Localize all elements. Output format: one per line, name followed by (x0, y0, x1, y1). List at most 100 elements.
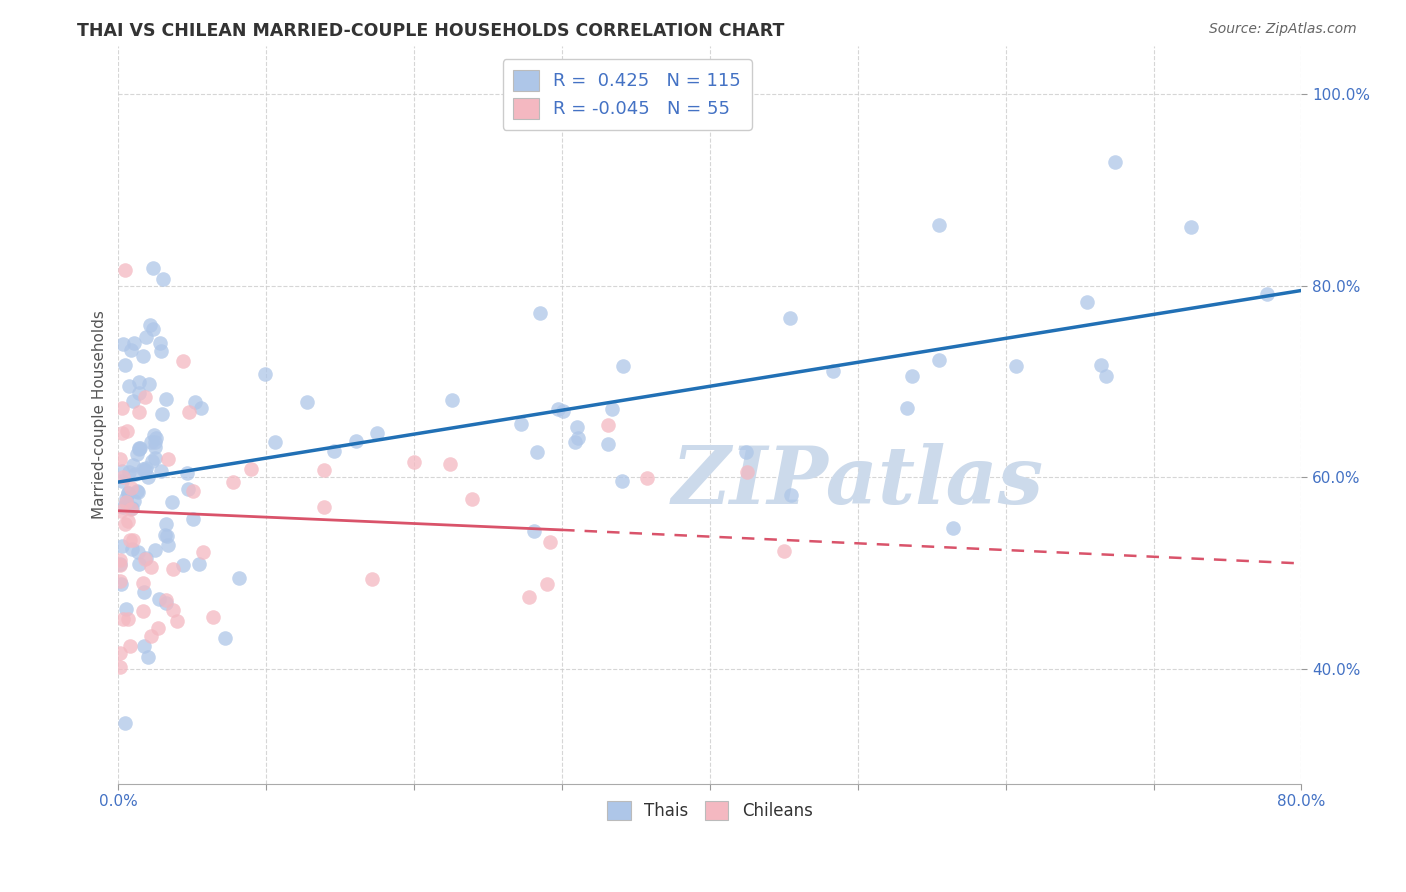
Point (110, 577, 132, 591)
Point (127, 484, 149, 499)
Point (128, 441, 150, 455)
Point (529, 306, 551, 320)
Point (108, 574, 131, 589)
Point (596, 418, 619, 433)
Point (314, 463, 336, 477)
Point (142, 322, 165, 336)
Point (143, 435, 166, 450)
Point (132, 584, 155, 599)
Point (253, 367, 276, 381)
Point (547, 402, 569, 417)
Point (114, 263, 136, 277)
Point (138, 376, 160, 391)
Point (1104, 155, 1126, 169)
Point (184, 395, 207, 409)
Point (111, 426, 134, 441)
Point (942, 520, 965, 534)
Point (114, 516, 136, 531)
Point (1076, 295, 1098, 310)
Point (177, 482, 200, 496)
Point (120, 639, 142, 653)
Point (162, 562, 184, 576)
Point (120, 502, 142, 516)
Point (131, 604, 153, 618)
Text: ZIPatlas: ZIPatlas (672, 443, 1043, 521)
Point (162, 602, 184, 616)
Point (152, 272, 174, 286)
Point (114, 494, 136, 508)
Point (111, 474, 134, 488)
Point (128, 375, 150, 389)
Point (110, 646, 132, 660)
Point (115, 424, 138, 438)
Point (127, 544, 149, 558)
Point (117, 485, 139, 500)
Point (166, 614, 188, 628)
Point (118, 465, 141, 479)
Point (565, 420, 588, 434)
Point (150, 464, 173, 478)
Point (176, 467, 198, 481)
Point (360, 573, 382, 587)
Point (1180, 220, 1202, 235)
Point (526, 445, 548, 459)
Point (115, 495, 138, 509)
Point (156, 538, 179, 552)
Point (143, 543, 166, 558)
Point (439, 458, 461, 472)
Text: THAI VS CHILEAN MARRIED-COUPLE HOUSEHOLDS CORRELATION CHART: THAI VS CHILEAN MARRIED-COUPLE HOUSEHOLD… (77, 22, 785, 40)
Point (148, 621, 170, 635)
Point (149, 335, 172, 350)
Point (136, 469, 159, 483)
Point (538, 534, 561, 549)
Point (735, 445, 758, 459)
Point (773, 543, 796, 558)
Point (111, 612, 134, 626)
Point (612, 359, 634, 373)
Point (136, 649, 159, 664)
Point (111, 401, 134, 415)
Point (228, 571, 250, 585)
Point (117, 485, 139, 500)
Point (134, 390, 156, 404)
Point (143, 441, 166, 455)
Point (1256, 286, 1278, 301)
Point (149, 344, 172, 359)
Point (214, 632, 236, 646)
Point (121, 541, 143, 556)
Point (517, 590, 540, 604)
Point (118, 378, 141, 392)
Point (135, 330, 157, 344)
Point (156, 529, 179, 543)
Point (128, 442, 150, 457)
Point (135, 461, 157, 475)
Point (152, 407, 174, 421)
Point (121, 394, 143, 409)
Point (142, 428, 165, 442)
Point (536, 576, 558, 591)
Point (108, 558, 131, 572)
Point (896, 401, 918, 415)
Text: Source: ZipAtlas.com: Source: ZipAtlas.com (1209, 22, 1357, 37)
Point (201, 610, 224, 624)
Point (441, 393, 464, 408)
Point (295, 395, 318, 409)
Point (108, 452, 131, 467)
Point (120, 501, 142, 516)
Point (141, 559, 163, 574)
Point (155, 596, 177, 610)
Point (148, 591, 170, 606)
Point (134, 552, 156, 566)
Point (553, 404, 575, 418)
Point (114, 602, 136, 616)
Point (124, 467, 146, 481)
Point (366, 425, 388, 440)
Point (127, 484, 149, 499)
Point (110, 504, 132, 518)
Point (187, 557, 209, 571)
Point (779, 488, 801, 502)
Point (636, 470, 658, 484)
Point (120, 533, 142, 547)
Point (121, 500, 143, 515)
Point (344, 434, 367, 448)
